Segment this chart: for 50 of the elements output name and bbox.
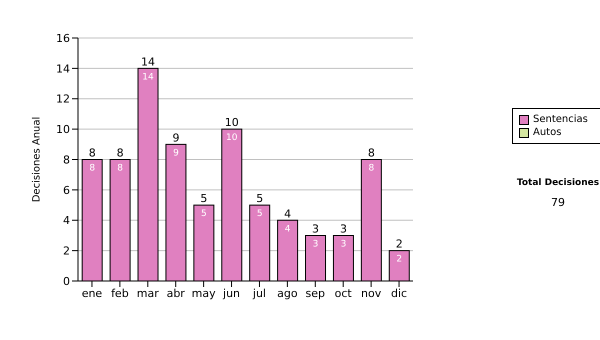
x-tick-label: abr	[166, 286, 186, 300]
y-tick-label: 10	[56, 123, 70, 136]
total-label: 8	[116, 146, 124, 160]
data-label: 3	[312, 239, 318, 250]
x-tick-label: dic	[390, 286, 408, 300]
data-label: 5	[200, 209, 207, 220]
y-tick-label: 2	[63, 244, 70, 258]
total-label: 8	[368, 146, 375, 160]
y-tick-label: 14	[56, 62, 70, 76]
y-axis-title: Decisiones Anual	[32, 116, 43, 202]
text: 79	[550, 196, 566, 209]
total-label: 5	[256, 192, 264, 206]
total-label: 2	[396, 238, 403, 251]
data-label: 8	[368, 164, 374, 174]
x-tick-label: may	[192, 286, 216, 300]
x-tick-label: mar	[136, 286, 160, 300]
x-tick-label: feb	[111, 286, 129, 300]
total-label: 10	[224, 116, 239, 130]
data-label: 10	[226, 133, 238, 144]
y-tick-label: 12	[56, 92, 70, 106]
x-tick-label: ene	[82, 286, 102, 300]
data-label: 5	[256, 209, 263, 220]
y-tick-label: 16	[56, 32, 70, 45]
y-tick-label: 8	[63, 153, 70, 166]
y-tick-label: 6	[63, 184, 70, 197]
legend-label: Autos	[533, 126, 562, 139]
x-tick-label: ago	[277, 286, 298, 300]
total-label: 3	[340, 222, 347, 236]
data-label: 8	[117, 164, 124, 174]
text: Total Decisiones	[516, 178, 600, 188]
y-tick-label: 4	[63, 214, 70, 228]
total-label: 14	[141, 55, 156, 68]
x-tick-label: sep	[306, 286, 326, 300]
x-tick-label: oct	[334, 286, 352, 300]
data-label: 2	[396, 254, 402, 265]
total-label: 5	[200, 192, 208, 206]
data-label: 9	[173, 148, 180, 158]
y-tick-label: 0	[63, 274, 70, 288]
x-tick-label: jul	[252, 286, 266, 300]
data-label: 3	[340, 239, 346, 250]
legend-label: Sentencias	[533, 113, 588, 126]
total-label: 4	[284, 207, 292, 220]
total-label: 9	[172, 131, 180, 144]
x-tick-label: jun	[222, 286, 240, 300]
data-label: 8	[89, 164, 96, 174]
total-label: 3	[312, 222, 320, 236]
x-tick-label: nov	[361, 286, 382, 300]
data-label: 4	[284, 224, 291, 234]
total-label: 8	[88, 146, 96, 160]
data-label: 14	[142, 72, 154, 82]
